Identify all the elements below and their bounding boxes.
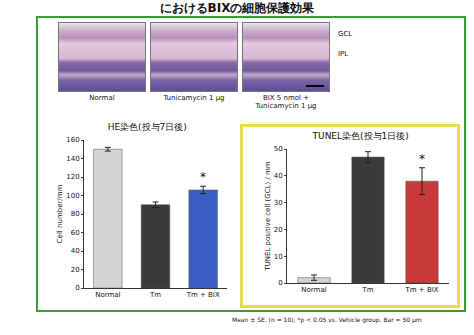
html-text:BIX 5 nmol +: BIX 5 nmol + <box>262 94 310 102</box>
svg-text:40: 40 <box>274 172 283 180</box>
html-text:GCL: GCL <box>338 30 353 38</box>
svg-text:20: 20 <box>71 266 80 274</box>
svg-text:0: 0 <box>75 284 79 292</box>
svg-text:Tm: Tm <box>149 291 161 299</box>
svg-text:*: * <box>419 152 425 166</box>
svg-text:TUNEL positive cell (GCL) / mm: TUNEL positive cell (GCL) / mm <box>264 161 272 271</box>
svg-text:Tm: Tm <box>361 286 373 294</box>
svg-text:HE染色(投与7日後): HE染色(投与7日後) <box>108 122 187 132</box>
svg-text:Cell number/mm: Cell number/mm <box>56 185 64 244</box>
html-text:IPL: IPL <box>338 50 349 58</box>
svg-text:10: 10 <box>274 253 283 261</box>
html-text:におけるBIXの細胞保護効果: におけるBIXの細胞保護効果 <box>159 1 315 15</box>
svg-text:50: 50 <box>274 145 283 153</box>
svg-text:*: * <box>200 170 206 184</box>
html-text:Tunicamycin 1 μg: Tunicamycin 1 μg <box>255 102 317 110</box>
svg-text:Tm + BIX: Tm + BIX <box>186 291 220 299</box>
svg-text:160: 160 <box>66 136 79 144</box>
svg-text:30: 30 <box>274 199 283 207</box>
svg-text:120: 120 <box>66 173 79 181</box>
svg-text:20: 20 <box>274 226 283 234</box>
html-text:Normal: Normal <box>89 94 115 102</box>
svg-text:80: 80 <box>71 210 80 218</box>
svg-text:40: 40 <box>71 247 80 255</box>
svg-text:0: 0 <box>278 279 282 287</box>
svg-text:60: 60 <box>71 229 80 237</box>
svg-text:140: 140 <box>66 155 79 163</box>
svg-text:Tm + BIX: Tm + BIX <box>404 286 438 294</box>
html-text:Tunicamycin 1 μg: Tunicamycin 1 μg <box>163 94 225 102</box>
svg-text:Normal: Normal <box>301 286 326 294</box>
svg-text:Normal: Normal <box>95 291 120 299</box>
svg-text:100: 100 <box>66 192 79 200</box>
html-text:Mean ± SE. (n = 10), *p < 0.05: Mean ± SE. (n = 10), *p < 0.05 vs. Vehic… <box>232 316 422 323</box>
svg-text:TUNEL染色(投与1日後): TUNEL染色(投与1日後) <box>312 131 409 141</box>
